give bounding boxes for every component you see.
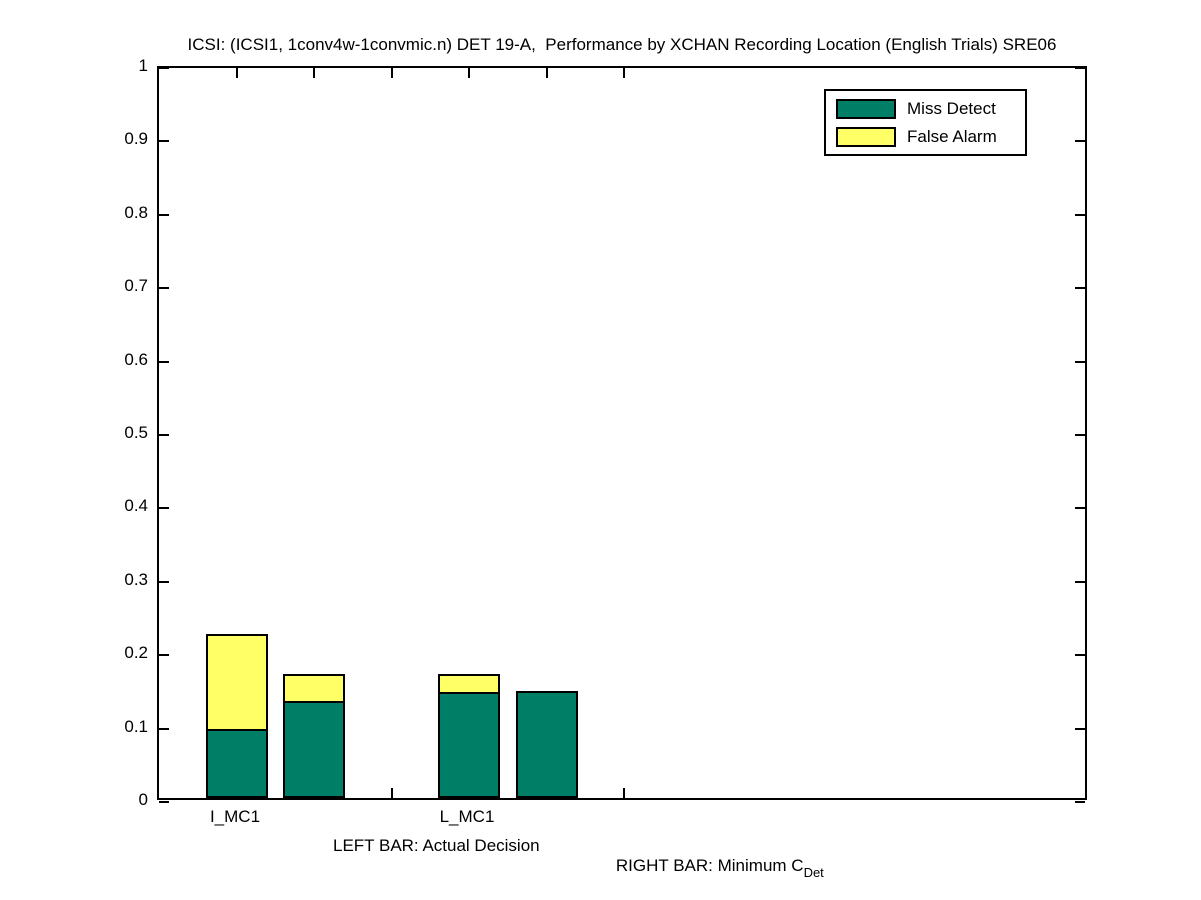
caption-right-text: RIGHT BAR: Minimum C (615, 856, 804, 875)
x-axis-tick-top (546, 68, 548, 78)
chart-title: ICSI: (ICSI1, 1conv4w-1convmic.n) DET 19… (187, 35, 1057, 54)
y-axis-tick-right (1075, 67, 1085, 69)
y-axis-tick (159, 140, 169, 142)
y-tick-label: 0.5 (124, 423, 148, 442)
x-tick-label: I_MC1 (209, 807, 261, 826)
x-axis-tick (623, 788, 625, 798)
x-axis-tick-top (313, 68, 315, 78)
y-tick-label: 0.2 (124, 643, 148, 662)
false-alarm-swatch (836, 126, 896, 147)
y-axis-tick (159, 507, 169, 509)
bar-miss-detect-segment (438, 692, 500, 798)
y-axis-tick-right (1075, 654, 1085, 656)
y-axis-tick-right (1075, 361, 1085, 363)
y-tick-label: 0.6 (124, 350, 148, 369)
y-tick-label: 0 (138, 790, 148, 809)
y-axis-tick (159, 581, 169, 583)
y-tick-label: 0.7 (124, 276, 148, 295)
bar-false-alarm-segment (438, 674, 500, 692)
legend-label-false-alarm: False Alarm (907, 126, 997, 146)
legend-item-false-alarm: False Alarm (836, 126, 1025, 147)
y-axis-tick (159, 801, 169, 803)
bar-miss-detect-segment (206, 729, 268, 798)
y-axis-tick (159, 654, 169, 656)
plot-area (157, 66, 1087, 803)
x-axis-tick-top (623, 68, 625, 78)
bar-miss-detect-segment (516, 691, 578, 798)
y-axis-tick-right (1075, 287, 1085, 289)
y-tick-label: 0.4 (124, 496, 148, 515)
x-axis-tick-top (391, 68, 393, 78)
legend-label-miss-detect: Miss Detect (907, 98, 996, 118)
y-axis-tick (159, 361, 169, 363)
x-tick-label: L_MC1 (439, 807, 495, 826)
y-axis-tick-right (1075, 801, 1085, 803)
y-axis-tick-right (1075, 728, 1085, 730)
miss-detect-swatch (836, 98, 896, 119)
y-axis-tick-right (1075, 434, 1085, 436)
x-axis-tick-top (468, 68, 470, 78)
legend: Miss Detect False Alarm (824, 89, 1027, 156)
legend-item-miss-detect: Miss Detect (836, 98, 1025, 119)
caption-right-subscript: Det (803, 865, 824, 880)
y-axis-tick (159, 214, 169, 216)
y-axis-tick-right (1075, 507, 1085, 509)
bar-false-alarm-segment (206, 634, 268, 729)
caption-left-bar: LEFT BAR: Actual Decision (333, 836, 540, 855)
y-tick-label: 0.3 (124, 570, 148, 589)
y-axis-tick (159, 434, 169, 436)
y-axis-tick (159, 287, 169, 289)
y-tick-label: 0.8 (124, 203, 148, 222)
y-axis-tick-right (1075, 140, 1085, 142)
y-axis-tick-right (1075, 581, 1085, 583)
y-tick-label: 1 (138, 56, 148, 75)
y-tick-label: 0.1 (124, 717, 148, 736)
y-axis-tick (159, 67, 169, 69)
x-axis-tick-top (236, 68, 238, 78)
y-axis-tick-right (1075, 214, 1085, 216)
y-tick-label: 0.9 (124, 129, 148, 148)
caption-right-bar: RIGHT BAR: Minimum CDet (597, 836, 824, 900)
bar-false-alarm-segment (283, 674, 345, 701)
x-axis-tick (391, 788, 393, 798)
y-axis-tick (159, 728, 169, 730)
bar-miss-detect-segment (283, 701, 345, 798)
